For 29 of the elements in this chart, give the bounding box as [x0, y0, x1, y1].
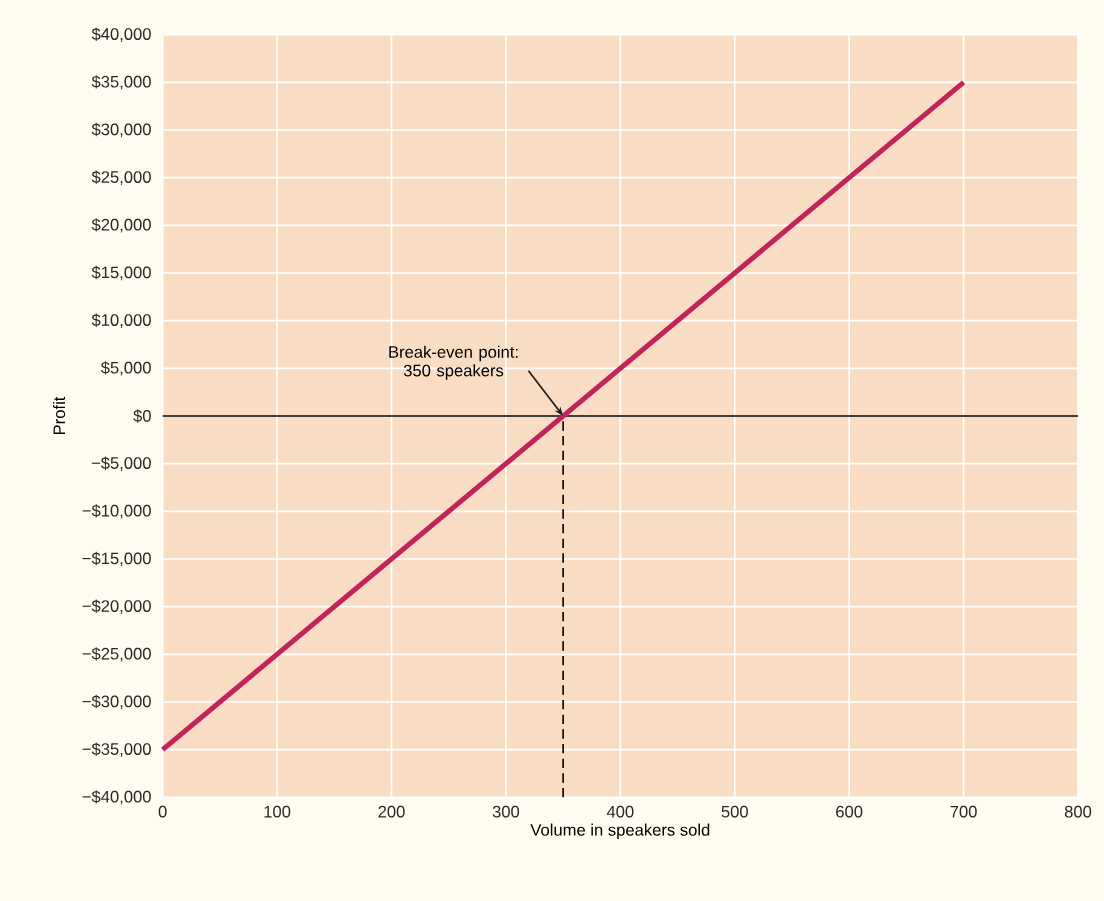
y-tick-label: −$40,000 — [82, 790, 151, 805]
x-tick-label: 200 — [378, 805, 405, 818]
y-axis-title: Profit — [52, 396, 66, 435]
x-tick-label: 700 — [950, 805, 977, 818]
y-tick-label: $0 — [133, 409, 151, 423]
y-tick-label: $25,000 — [91, 170, 151, 185]
y-tick-label: −$30,000 — [82, 694, 151, 710]
y-tick-label: $20,000 — [91, 218, 151, 233]
x-tick-label: 500 — [721, 805, 748, 818]
annotation: Break-even point: 350 speakers — [389, 345, 518, 380]
x-tick-label: 100 — [264, 805, 291, 818]
y-tick-label: $5,000 — [100, 361, 151, 376]
y-tick-label: −$25,000 — [82, 647, 151, 662]
y-tick-label: $40,000 — [91, 27, 151, 42]
x-tick-label: 300 — [492, 805, 520, 818]
x-tick-label: 600 — [836, 805, 863, 818]
x-axis-title: Volume in speakers sold — [530, 823, 710, 840]
y-tick-label: −$5,000 — [91, 456, 151, 471]
x-tick-label: 0 — [158, 805, 167, 818]
y-tick-label: −$10,000 — [82, 504, 151, 519]
y-tick-label: $10,000 — [91, 313, 151, 328]
x-tick-label: 400 — [606, 805, 634, 818]
x-tick-label: 800 — [1064, 805, 1092, 818]
y-tick-label: −$20,000 — [82, 599, 151, 614]
y-tick-label: $35,000 — [91, 75, 151, 90]
y-tick-label: $30,000 — [91, 122, 151, 138]
y-tick-label: −$35,000 — [82, 742, 151, 757]
y-tick-label: $15,000 — [91, 265, 151, 281]
y-tick-label: −$15,000 — [82, 551, 151, 567]
